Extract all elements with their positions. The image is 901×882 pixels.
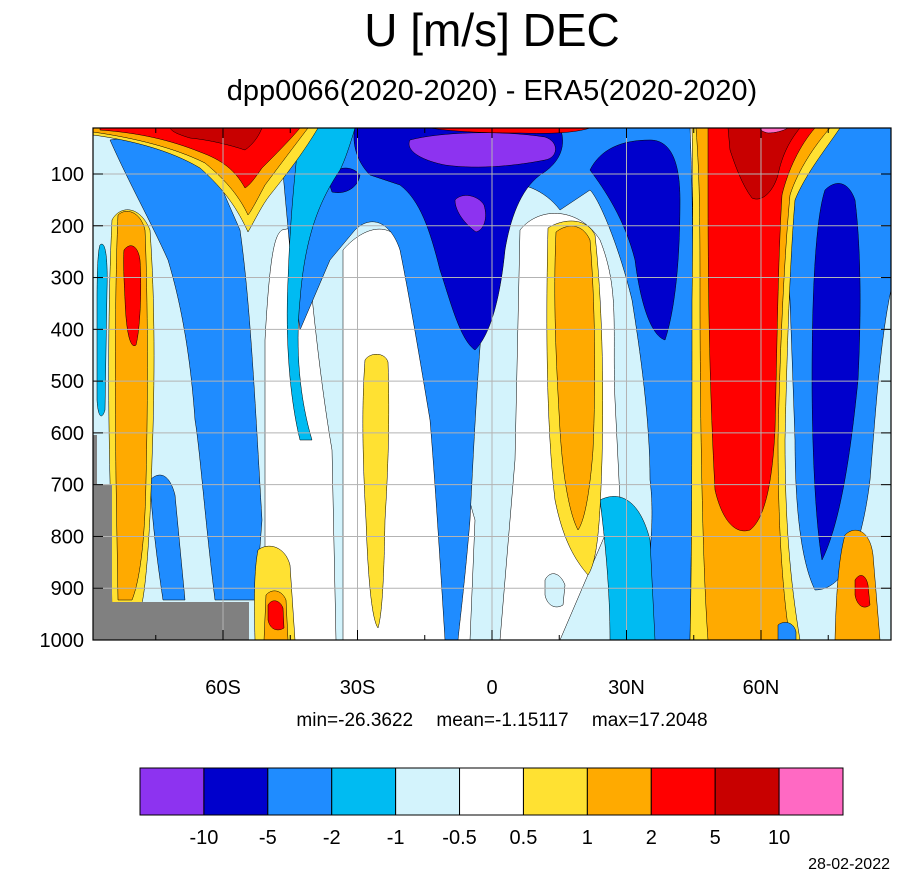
y-tick-label: 700 [51, 475, 84, 497]
y-tick-label: 800 [51, 526, 84, 548]
contour-region [854, 575, 871, 608]
contour-region [149, 474, 186, 601]
contour-region [362, 354, 390, 629]
x-tick-label: 0 [486, 677, 497, 699]
contour-region [408, 132, 556, 168]
colorbar: -10 -5 -2 -1 -0.5 0.5 1 2 5 10 [139, 767, 844, 849]
colorbar-swatch [522, 767, 588, 816]
y-tick-label: 1000 [40, 630, 85, 652]
colorbar-label: 10 [768, 827, 790, 849]
colorbar-swatch [139, 767, 205, 816]
chart-title: U [m/s] DEC [364, 4, 620, 56]
colorbar-label: 5 [710, 827, 721, 849]
contour-region [429, 128, 591, 134]
colorbar-label: -10 [189, 827, 218, 849]
colorbar-swatch [331, 767, 397, 816]
stat-mean: mean=-1.15117 [436, 710, 569, 731]
y-tick-label: 200 [51, 216, 84, 238]
date-stamp: 28-02-2022 [808, 856, 890, 873]
contour-region [267, 600, 285, 631]
colorbar-label: -0.5 [442, 827, 476, 849]
colorbar-label: -1 [387, 827, 405, 849]
contour-region [727, 128, 801, 200]
contour-region [777, 622, 797, 640]
y-tick-label: 100 [51, 164, 84, 186]
stat-max: max=17.2048 [591, 710, 708, 731]
y-tick-label: 900 [51, 578, 84, 600]
colorbar-swatch [778, 767, 844, 816]
y-tick-label: 400 [51, 319, 84, 341]
y-tick-label: 300 [51, 268, 84, 290]
x-tick-label: 60S [205, 677, 241, 699]
colorbar-label: -5 [259, 827, 277, 849]
colorbar-label: -2 [323, 827, 341, 849]
grid-lines [93, 128, 891, 640]
colorbar-swatch [395, 767, 461, 816]
contour-region [589, 139, 681, 341]
contour-region [599, 496, 656, 640]
contour-region [286, 128, 356, 441]
colorbar-label: 0.5 [510, 827, 538, 849]
colorbar-swatch [267, 767, 333, 816]
x-tick-label: 60N [743, 677, 780, 699]
x-tick-label: 30S [340, 677, 376, 699]
contour-region [96, 243, 108, 417]
colorbar-label: 1 [582, 827, 593, 849]
colorbar-swatch [586, 767, 652, 816]
contour-region [554, 226, 595, 531]
x-tick-label: 30N [608, 677, 645, 699]
colorbar-swatch [459, 767, 524, 816]
stats-line: min=-26.3622 mean=-1.15117 max=17.2048 [93, 710, 901, 732]
stat-min: min=-26.3622 [296, 710, 414, 731]
contour-region [123, 245, 142, 346]
y-tick-label: 500 [51, 371, 84, 393]
colorbar-swatch [714, 767, 780, 816]
contour-region [353, 128, 563, 351]
contour-region [454, 195, 486, 233]
colorbar-label: 2 [646, 827, 657, 849]
contour-region [544, 573, 566, 608]
colorbar-swatch [650, 767, 716, 816]
topography-mask [93, 435, 249, 640]
y-tick-label: 600 [51, 423, 84, 445]
chart-subtitle: dpp0066(2020-2020) - ERA5(2020-2020) [226, 75, 758, 107]
colorbar-swatch [203, 767, 269, 816]
